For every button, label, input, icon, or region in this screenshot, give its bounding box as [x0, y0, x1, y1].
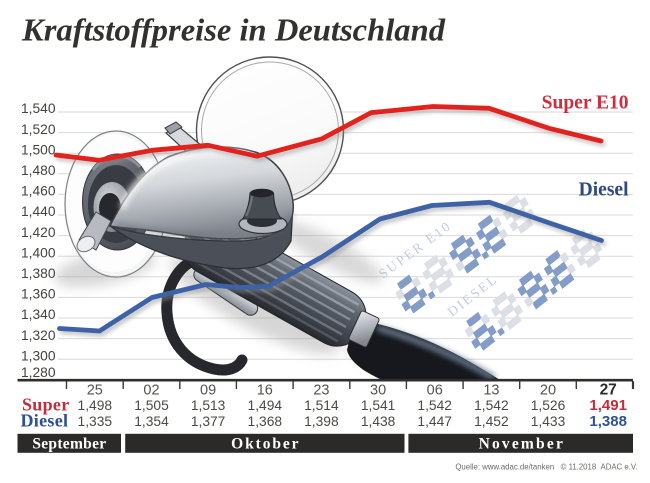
svg-text:25: 25	[87, 382, 103, 398]
svg-text:1,438: 1,438	[361, 414, 396, 429]
svg-text:1,491: 1,491	[589, 397, 627, 414]
svg-text:1,447: 1,447	[417, 414, 452, 429]
svg-text:20: 20	[540, 382, 556, 398]
svg-text:Quelle: www.adac.de/tanken ©: Quelle: www.adac.de/tanken © 11.2018 ADA…	[455, 462, 637, 471]
svg-text:02: 02	[143, 382, 159, 398]
svg-text:Diesel: Diesel	[579, 180, 629, 201]
svg-text:1,452: 1,452	[474, 414, 509, 429]
svg-text:06: 06	[427, 382, 443, 398]
svg-text:1,542: 1,542	[474, 398, 509, 413]
svg-text:1,300: 1,300	[21, 348, 56, 363]
svg-text:1,360: 1,360	[21, 287, 56, 302]
svg-text:Diesel: Diesel	[21, 411, 69, 431]
svg-text:Super E10: Super E10	[542, 93, 629, 114]
svg-text:1,400: 1,400	[21, 245, 56, 260]
svg-text:1,440: 1,440	[21, 204, 56, 219]
svg-text:1,380: 1,380	[21, 266, 56, 281]
svg-text:Kraftstoffpreise in Deutschlan: Kraftstoffpreise in Deutschland	[21, 13, 446, 48]
svg-text:30: 30	[370, 382, 386, 398]
svg-text:1,280: 1,280	[21, 365, 56, 380]
svg-text:1,433: 1,433	[531, 414, 566, 429]
svg-text:1,398: 1,398	[304, 414, 339, 429]
svg-text:1,541: 1,541	[361, 398, 396, 413]
svg-text:1,526: 1,526	[531, 398, 566, 413]
svg-text:1,377: 1,377	[191, 414, 226, 429]
svg-text:23: 23	[313, 382, 329, 398]
svg-text:1,420: 1,420	[21, 225, 56, 240]
svg-text:1,500: 1,500	[21, 142, 56, 157]
svg-text:1,368: 1,368	[248, 414, 283, 429]
svg-text:27: 27	[600, 381, 617, 398]
svg-text:1,335: 1,335	[78, 414, 113, 429]
svg-text:November: November	[479, 436, 565, 453]
svg-text:1,540: 1,540	[21, 101, 56, 116]
svg-text:1,354: 1,354	[134, 414, 169, 429]
svg-text:13: 13	[483, 382, 499, 398]
svg-text:1,320: 1,320	[21, 328, 56, 343]
svg-text:1,513: 1,513	[191, 398, 226, 413]
svg-text:1,480: 1,480	[21, 163, 56, 178]
svg-text:Super: Super	[22, 394, 70, 414]
svg-text:1,514: 1,514	[304, 398, 339, 413]
svg-text:Oktober: Oktober	[231, 436, 300, 453]
svg-text:1,460: 1,460	[21, 184, 56, 199]
svg-text:1,498: 1,498	[78, 398, 113, 413]
svg-text:1,520: 1,520	[21, 122, 56, 137]
svg-text:1,388: 1,388	[589, 413, 627, 430]
svg-text:1,542: 1,542	[417, 398, 452, 413]
svg-text:1,505: 1,505	[134, 398, 169, 413]
svg-text:September: September	[32, 436, 106, 453]
svg-text:16: 16	[257, 382, 273, 398]
svg-text:1,494: 1,494	[248, 398, 283, 413]
svg-text:1,340: 1,340	[21, 307, 56, 322]
svg-text:09: 09	[200, 382, 216, 398]
